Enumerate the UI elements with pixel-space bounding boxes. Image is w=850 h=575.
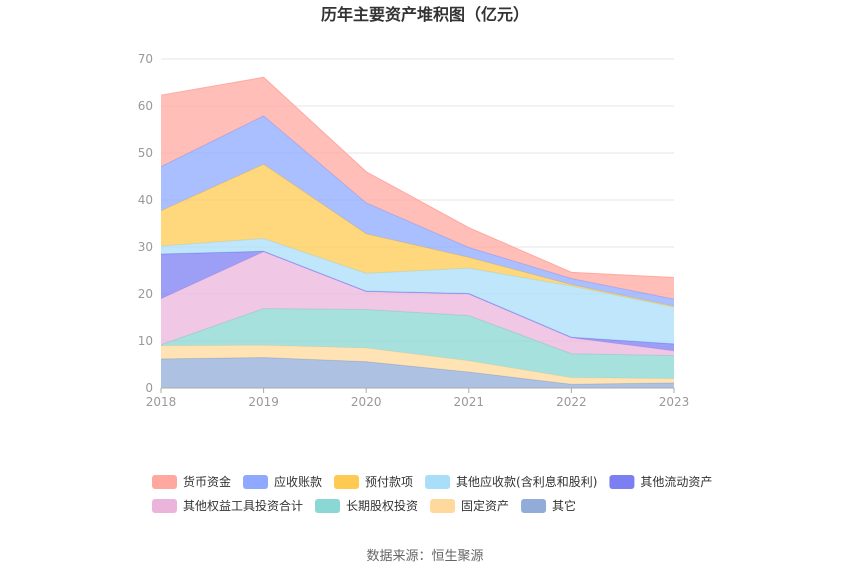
legend-swatch <box>152 499 177 513</box>
legend-label: 其他流动资产 <box>640 475 712 489</box>
area-line-8 <box>160 76 675 279</box>
area-2 <box>161 308 674 379</box>
legend-item[interactable]: 固定资产 <box>430 498 509 513</box>
legend-item[interactable]: 长期股权投资 <box>315 498 418 513</box>
legend-label: 其他权益工具投资合计 <box>183 498 303 513</box>
x-tick-label: 2019 <box>248 395 279 409</box>
legend-swatch <box>334 475 360 489</box>
area-3 <box>161 251 674 356</box>
legend-label: 货币资金 <box>183 474 231 489</box>
y-tick-label: 40 <box>138 193 153 207</box>
legend-item[interactable]: 其他流动资产 <box>609 475 712 489</box>
legend-label: 固定资产 <box>461 498 509 513</box>
legend-item[interactable]: 预付款项 <box>334 475 413 489</box>
y-tick-label: 0 <box>145 381 153 395</box>
x-tick-label: 2023 <box>659 395 690 409</box>
area-6 <box>161 164 674 308</box>
legend-item[interactable]: 应收账款 <box>243 474 322 489</box>
legend: 货币资金 应收账款 预付款项 其他应收款(含利息和股利) 其他流动资产其他权益工具投资合… <box>152 474 712 513</box>
legend-label: 其他应收款(含利息和股利) <box>456 474 597 489</box>
area-8 <box>161 77 674 300</box>
x-tick-label: 2022 <box>556 395 587 409</box>
area-series <box>160 76 675 388</box>
legend-swatch <box>315 499 341 513</box>
y-tick-label: 50 <box>138 146 153 160</box>
legend-label: 长期股权投资 <box>346 498 418 513</box>
x-tick-label: 2020 <box>351 395 382 409</box>
y-tick-label: 10 <box>138 334 153 348</box>
x-tick-label: 2018 <box>146 395 177 409</box>
axes: 0 10 20 30 40 50 60 70 2018 2019 2020 2021 2022 2023 <box>138 52 690 409</box>
y-tick-label: 70 <box>138 52 153 66</box>
chart-title: 历年主要资产堆积图（亿元） <box>321 5 529 24</box>
legend-label: 预付款项 <box>365 475 413 489</box>
y-tick-label: 60 <box>138 99 153 113</box>
legend-label: 应收账款 <box>274 474 322 489</box>
area-7 <box>161 115 674 307</box>
legend-item[interactable]: 其他应收款(含利息和股利) <box>425 474 597 489</box>
y-tick-label: 20 <box>138 287 153 301</box>
legend-swatch <box>425 475 451 489</box>
x-tick-label: 2021 <box>454 395 485 409</box>
area-1 <box>161 345 674 385</box>
legend-swatch <box>243 475 269 489</box>
legend-swatch <box>430 499 456 513</box>
y-tick-label: 30 <box>138 240 153 254</box>
legend-item[interactable]: 其他权益工具投资合计 <box>152 498 303 513</box>
data-source: 数据来源：恒生聚源 <box>366 549 483 564</box>
legend-swatch <box>609 475 635 489</box>
area-5 <box>161 238 674 344</box>
area-0 <box>161 357 674 388</box>
legend-label: 其它 <box>552 498 576 513</box>
legend-swatch <box>521 499 547 513</box>
legend-swatch <box>152 475 177 489</box>
legend-item[interactable]: 其它 <box>521 498 576 513</box>
legend-item[interactable]: 货币资金 <box>152 474 231 489</box>
